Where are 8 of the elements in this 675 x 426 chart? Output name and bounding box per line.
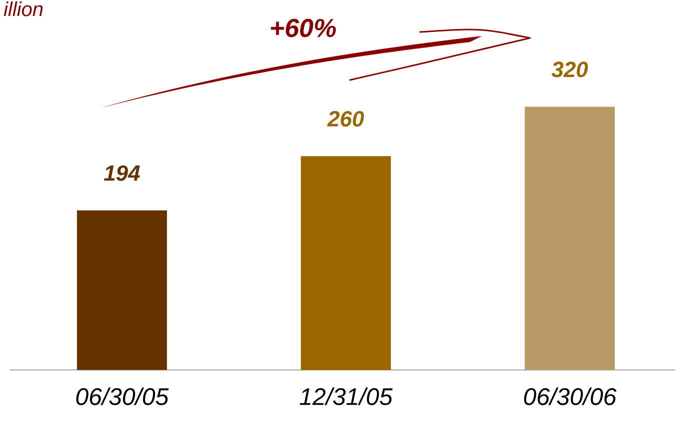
data-label: 260 xyxy=(327,111,364,127)
x-tick-label: 06/30/06 xyxy=(524,388,616,406)
text: +60% xyxy=(270,18,336,38)
y-axis-title: illion xyxy=(4,2,43,16)
x-tick-label: 12/31/05 xyxy=(300,388,393,406)
data-label: 194 xyxy=(104,165,140,181)
data-label: 320 xyxy=(552,62,588,78)
x-tick-label: 06/30/05 xyxy=(76,388,169,406)
